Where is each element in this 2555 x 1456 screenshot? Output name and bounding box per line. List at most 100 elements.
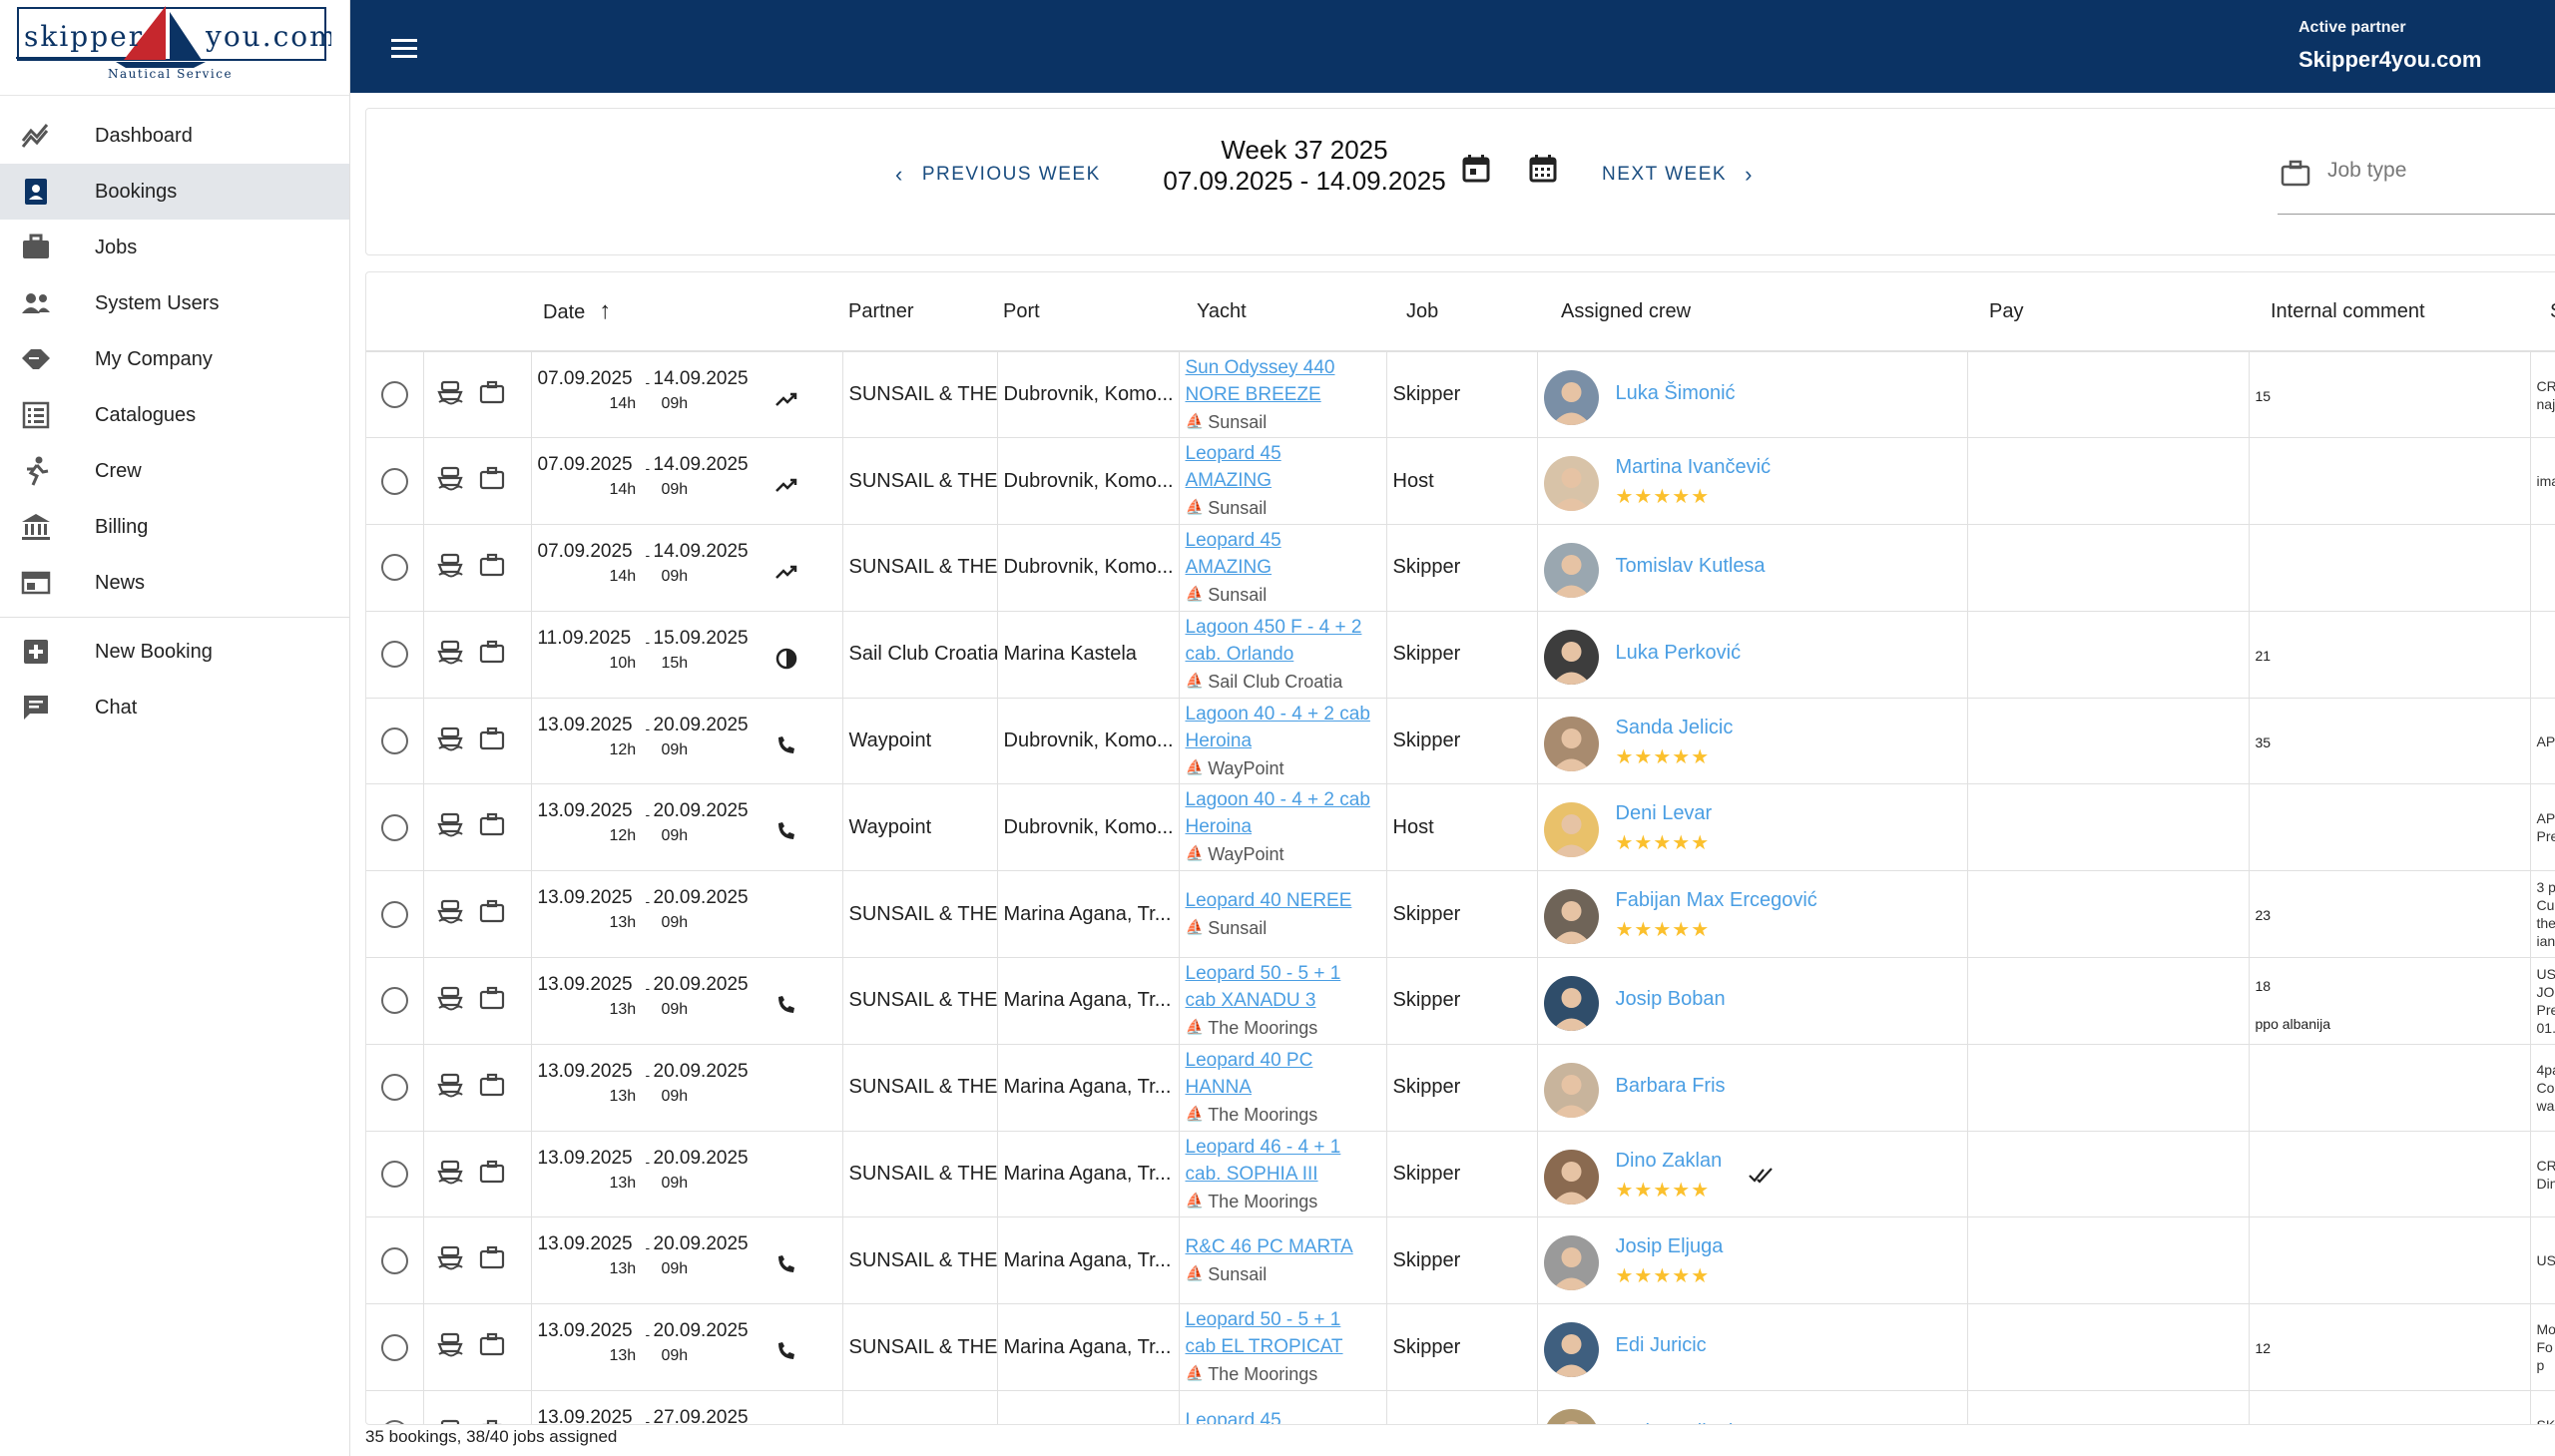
yacht-link[interactable]: Sun Odyssey 440 [1185, 356, 1335, 378]
yacht-link[interactable]: Leopard 46 - 4 + 1 [1185, 1136, 1341, 1158]
sidebar-item-billing[interactable]: Billing [0, 499, 349, 555]
row-select-radio[interactable] [380, 1161, 408, 1189]
avatar[interactable] [1543, 1235, 1599, 1291]
avatar[interactable] [1543, 456, 1599, 512]
row-select-radio[interactable] [380, 728, 408, 755]
table-row[interactable]: 07.09.2025-14.09.2025 14h 09h SUNSAIL & THE… [366, 351, 2555, 439]
yacht-link[interactable]: HANNA [1185, 1076, 1253, 1098]
internal-comment-cell[interactable]: 18 ppo albanija [2249, 957, 2531, 1045]
briefcase-icon[interactable] [478, 1158, 506, 1192]
yacht-link[interactable]: Leopard 50 - 5 + 1 [1185, 962, 1341, 984]
sidebar-item-crew[interactable]: Crew [0, 443, 349, 499]
avatar[interactable] [1543, 802, 1599, 858]
table-row[interactable]: 13.09.2025-20.09.2025 13h 09h SUNSAIL & THE… [366, 957, 2555, 1045]
row-select-radio[interactable] [380, 813, 408, 841]
internal-comment-cell[interactable] [2249, 1044, 2531, 1132]
briefcase-icon[interactable] [478, 1071, 506, 1105]
boat-icon[interactable] [436, 1071, 464, 1105]
yacht-link[interactable]: Lagoon 450 F - 4 + 2 [1185, 616, 1362, 638]
boat-icon[interactable] [436, 1243, 464, 1277]
table-row[interactable]: 07.09.2025-14.09.2025 14h 09h SUNSAIL & THE… [366, 524, 2555, 612]
table-row[interactable]: 13.09.2025-27.09.2025SUNSAIL & THE MOORI… [366, 1390, 2555, 1424]
yacht-link[interactable]: Lagoon 40 - 4 + 2 cab [1185, 703, 1370, 725]
column-header-port[interactable]: Port [997, 272, 1179, 352]
row-select-radio[interactable] [380, 1420, 408, 1424]
internal-comment-cell[interactable] [2249, 1131, 2531, 1218]
column-header-yacht[interactable]: Yacht [1179, 272, 1386, 352]
yacht-link[interactable]: Heroina [1185, 816, 1253, 838]
briefcase-icon[interactable] [478, 638, 506, 672]
internal-comment-cell[interactable]: 35 [2249, 698, 2531, 785]
boat-icon[interactable] [436, 897, 464, 931]
sidebar-item-new-booking[interactable]: New Booking [0, 624, 349, 680]
boat-icon[interactable] [436, 638, 464, 672]
briefcase-icon[interactable] [478, 551, 506, 585]
crew-name-link[interactable]: Josip Eljuga [1615, 1235, 1724, 1258]
sidebar-item-news[interactable]: News [0, 555, 349, 611]
yacht-link[interactable]: AMAZING [1185, 470, 1273, 492]
yacht-link[interactable]: NORE BREEZE [1185, 383, 1321, 405]
internal-comment-cell[interactable] [2249, 437, 2531, 526]
yacht-link[interactable]: cab. Orlando [1185, 643, 1294, 665]
brand-logo[interactable]: skipper you.com Nautical Service [0, 0, 349, 96]
yacht-link[interactable]: R&C 46 PC MARTA [1185, 1235, 1353, 1257]
row-select-radio[interactable] [380, 641, 408, 669]
previous-week-button[interactable]: ‹ PREVIOUS WEEK [895, 162, 1101, 187]
crew-name-link[interactable]: Martina Ivančević [1615, 456, 1772, 479]
boat-icon[interactable] [436, 378, 464, 412]
boat-icon[interactable] [436, 725, 464, 758]
crew-name-link[interactable]: Josip Boban [1615, 988, 1726, 1011]
briefcase-icon[interactable] [478, 725, 506, 758]
calendar-month-icon[interactable] [1525, 151, 1561, 187]
briefcase-icon[interactable] [478, 1417, 506, 1424]
boat-icon[interactable] [436, 810, 464, 844]
crew-name-link[interactable]: Vedran Bilonic [1616, 1421, 1744, 1424]
sidebar-item-bookings[interactable]: Bookings [0, 164, 349, 220]
column-header-internal-comment[interactable]: Internal comment [2249, 272, 2530, 352]
table-row[interactable]: 13.09.2025-20.09.2025 13h 09h SUNSAIL & THE… [366, 1044, 2555, 1132]
crew-name-link[interactable]: Luka Šimonić [1615, 382, 1736, 404]
yacht-link[interactable]: cab EL TROPICAT [1185, 1336, 1343, 1358]
avatar[interactable] [1543, 629, 1599, 685]
row-select-radio[interactable] [380, 1074, 408, 1102]
table-row[interactable]: 13.09.2025-20.09.2025 12h 09h Waypoint Dubro… [366, 698, 2555, 785]
row-select-radio[interactable] [380, 987, 408, 1015]
table-row[interactable]: 13.09.2025-20.09.2025 13h 09h SUNSAIL & THE… [366, 1303, 2555, 1392]
calendar-today-icon[interactable] [1458, 151, 1494, 187]
table-row[interactable]: 13.09.2025-20.09.2025 12h 09h Waypoint Dubro… [366, 783, 2555, 872]
boat-icon[interactable] [436, 551, 464, 585]
internal-comment-cell[interactable]: 15 [2249, 351, 2531, 439]
active-partner[interactable]: Active partner Skipper4you.com [2299, 19, 2481, 73]
boat-icon[interactable] [436, 1330, 464, 1364]
avatar[interactable] [1543, 1149, 1599, 1205]
crew-name-link[interactable]: Luka Perković [1615, 641, 1742, 664]
sidebar-item-jobs[interactable]: Jobs [0, 220, 349, 275]
column-header-assigned-crew[interactable]: Assigned crew [1537, 272, 1967, 352]
briefcase-icon[interactable] [478, 984, 506, 1018]
sidebar-item-dashboard[interactable]: Dashboard [0, 108, 349, 164]
row-select-radio[interactable] [380, 467, 408, 495]
crew-name-link[interactable]: Fabijan Max Ercegović [1615, 889, 1817, 912]
column-header-partner[interactable]: Partner [842, 272, 997, 352]
briefcase-icon[interactable] [478, 464, 506, 498]
crew-name-link[interactable]: Barbara Fris [1615, 1074, 1726, 1097]
internal-comment-cell[interactable]: 23 [2249, 870, 2531, 959]
briefcase-icon[interactable] [478, 897, 506, 931]
yacht-link[interactable]: Leopard 45 [1185, 443, 1281, 465]
table-row[interactable]: 11.09.2025-15.09.2025 10h 15h Sail Club Cro… [366, 611, 2555, 699]
sidebar-item-system-users[interactable]: System Users [0, 275, 349, 331]
yacht-link[interactable]: Leopard 45 [1185, 529, 1281, 551]
menu-icon[interactable] [386, 30, 422, 66]
internal-comment-cell[interactable]: 14 - PPO ALBANIJA [2249, 1390, 2531, 1424]
briefcase-icon[interactable] [478, 810, 506, 844]
table-row[interactable]: 13.09.2025-20.09.2025 13h 09h SUNSAIL & THE… [366, 1131, 2555, 1218]
avatar[interactable] [1543, 370, 1599, 425]
column-header-job[interactable]: Job [1386, 272, 1537, 352]
boat-icon[interactable] [436, 464, 464, 498]
table-row[interactable]: 07.09.2025-14.09.2025 14h 09h SUNSAIL & THE… [366, 437, 2555, 526]
sidebar-item-catalogues[interactable]: Catalogues [0, 387, 349, 443]
internal-comment-cell[interactable]: 21 [2249, 611, 2531, 699]
table-row[interactable]: 13.09.2025-20.09.2025 13h 09h SUNSAIL & THE… [366, 1216, 2555, 1305]
column-header-date[interactable]: Date ↑ [531, 272, 842, 352]
row-select-radio[interactable] [380, 1333, 408, 1361]
